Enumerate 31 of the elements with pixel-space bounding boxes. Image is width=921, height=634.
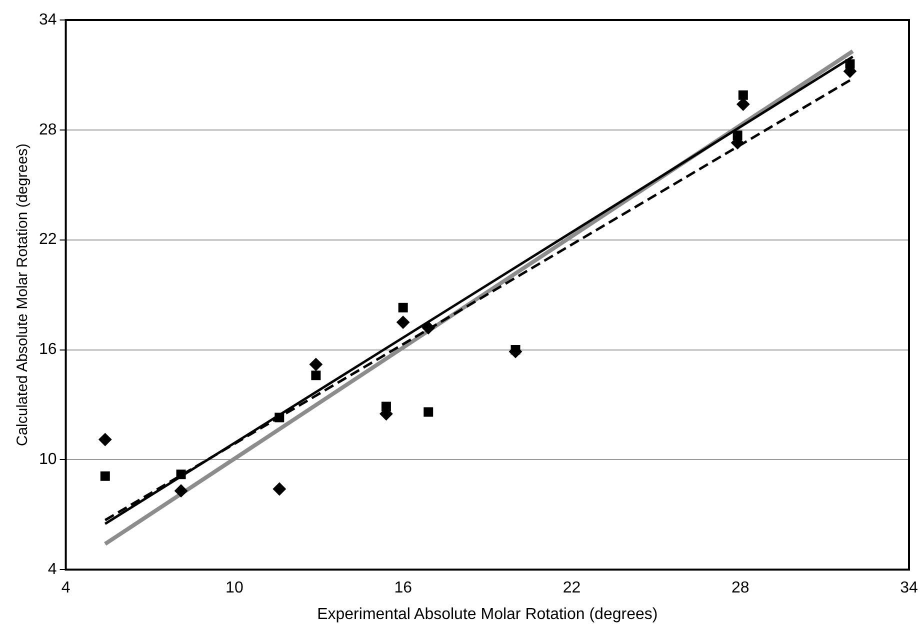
x-axis-title: Experimental Absolute Molar Rotation (degrees): [317, 606, 658, 623]
point: [381, 402, 391, 412]
point: [396, 316, 410, 329]
point: [100, 471, 110, 481]
x-tick-label: 22: [562, 580, 581, 597]
y-tick-label: 4: [48, 561, 57, 578]
point: [98, 433, 112, 446]
point: [311, 370, 321, 380]
point: [424, 407, 434, 417]
point: [736, 98, 750, 111]
point: [398, 302, 408, 312]
point: [422, 321, 435, 334]
x-tick-label: 10: [226, 580, 244, 597]
y-tick-label: 28: [39, 121, 57, 138]
point: [274, 412, 284, 422]
y-tick-label: 22: [39, 231, 57, 248]
point: [176, 470, 186, 480]
y-tick-label: 16: [39, 341, 57, 358]
x-tick-label: 4: [61, 580, 70, 597]
point: [738, 90, 748, 100]
x-tick-label: 16: [394, 580, 412, 597]
y-tick-label: 34: [39, 11, 57, 28]
point: [174, 484, 188, 498]
point: [732, 130, 742, 140]
y-tick-label: 10: [39, 451, 57, 468]
point: [309, 358, 322, 371]
x-tick-label: 28: [731, 580, 750, 597]
point: [272, 482, 286, 496]
x-tick-label: 34: [900, 580, 918, 597]
point: [845, 59, 855, 69]
y-axis-title: Calculated Absolute Molar Rotation (degrees): [14, 143, 32, 446]
